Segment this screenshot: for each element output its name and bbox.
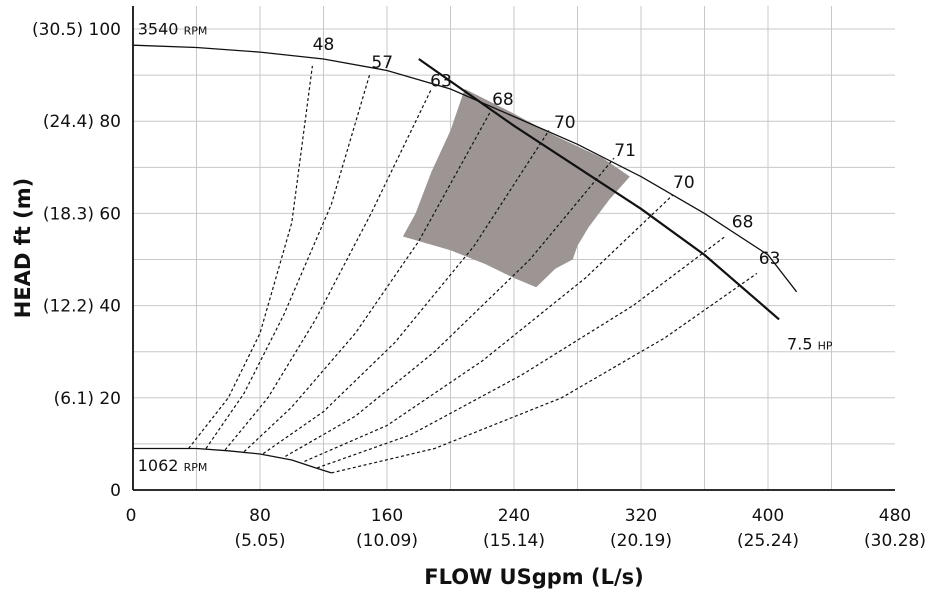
x-tick-sublabel: (5.05) <box>234 531 285 551</box>
shaded-region <box>402 89 630 288</box>
curve-label-unit: RPM <box>184 461 208 474</box>
x-tick-label: 0 <box>126 506 137 526</box>
x-tick-label: 320 <box>625 506 657 526</box>
x-tick-sublabel: (15.14) <box>483 531 545 551</box>
head-curves <box>132 44 798 474</box>
efficiency-line <box>205 74 371 449</box>
efficiency-label: 70 <box>554 113 576 133</box>
curve-label: 1062 RPM <box>138 456 208 475</box>
curve-label-unit: HP <box>818 339 833 352</box>
efficiency-line <box>224 88 432 451</box>
efficiency-label: 71 <box>614 141 636 161</box>
x-axis-title: FLOW USgpm (L/s) <box>424 565 644 589</box>
x-tick-label: 480 <box>879 506 911 526</box>
x-tick-label: 160 <box>371 506 403 526</box>
x-tick-sublabel: (20.19) <box>610 531 672 551</box>
curve-label-unit: RPM <box>184 25 208 38</box>
x-axis-title-unit: (L/s) <box>591 565 644 589</box>
x-axis-title-main: FLOW USgpm <box>424 565 591 589</box>
efficiency-label: 68 <box>732 212 754 232</box>
x-tick-sublabel: (10.09) <box>356 531 418 551</box>
efficiency-line <box>331 272 758 474</box>
x-tick-label: 80 <box>249 506 271 526</box>
efficiency-label: 57 <box>371 53 393 73</box>
efficiency-line <box>316 236 726 469</box>
operating-region <box>402 89 630 288</box>
efficiency-label: 63 <box>430 72 452 92</box>
efficiency-label: 48 <box>313 35 335 55</box>
efficiency-line <box>285 157 615 457</box>
curve-label: 7.5 HP <box>787 334 833 353</box>
axes <box>132 6 895 491</box>
curve-label-value: 1062 <box>138 456 184 475</box>
y-tick-label: (18.3) 60 <box>43 204 121 224</box>
curve-label-value: 7.5 <box>787 334 818 353</box>
curve-rpm-1 <box>133 447 332 474</box>
x-tick-sublabel: (25.24) <box>737 531 799 551</box>
efficiency-label: 70 <box>673 173 695 193</box>
y-tick-label: (12.2) 40 <box>43 297 121 317</box>
x-tick-label: 240 <box>498 506 530 526</box>
curve-hp-2 <box>418 58 780 321</box>
x-tick-sublabel: (30.28) <box>864 531 926 551</box>
efficiency-label: 63 <box>759 249 781 269</box>
efficiency-lines <box>188 65 758 474</box>
y-axis-title: HEAD ft (m) <box>11 178 35 318</box>
x-tick-label: 400 <box>752 506 784 526</box>
y-tick-label: (6.1) 20 <box>54 389 121 409</box>
y-tick-label: 0 <box>110 481 121 501</box>
curve-label: 3540 RPM <box>138 20 208 39</box>
efficiency-line <box>188 65 313 449</box>
efficiency-line <box>262 130 550 455</box>
efficiency-line <box>304 194 674 462</box>
efficiency-label: 68 <box>492 90 514 110</box>
y-tick-label: (30.5) 100 <box>32 20 121 40</box>
curve-label-value: 3540 <box>138 20 184 39</box>
y-tick-label: (24.4) 80 <box>43 112 121 132</box>
